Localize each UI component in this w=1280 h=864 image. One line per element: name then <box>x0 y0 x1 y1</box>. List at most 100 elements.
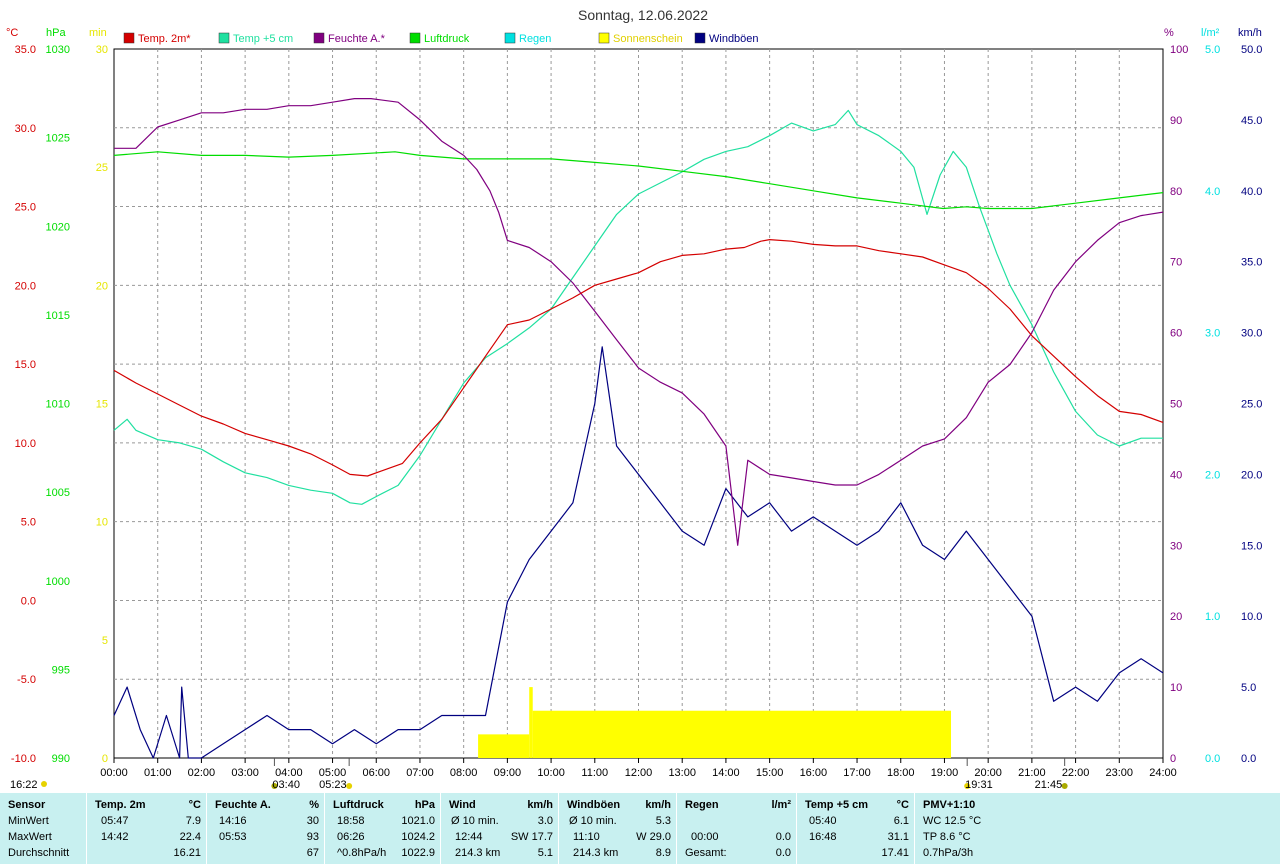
stats-header: Regen <box>685 799 719 811</box>
series-line <box>113 151 1164 210</box>
sunset-label: 19:31 <box>965 779 993 791</box>
time-tick-label: 11:00 <box>581 767 608 779</box>
rain-tick-label: 2.0 <box>1205 469 1220 481</box>
legend-swatch <box>123 32 135 44</box>
sun-tick-label: 10 <box>96 517 108 529</box>
stat-time: 06:26 <box>337 831 365 843</box>
time-tick-label: 14:00 <box>712 767 740 779</box>
stat-time: Ø 10 min. <box>451 815 499 827</box>
time-tick-label: 16:00 <box>800 767 828 779</box>
humidity-tick-label: 90 <box>1170 115 1182 127</box>
stat-value: 5.1 <box>537 847 553 859</box>
rain-unit: l/m² <box>1201 27 1220 39</box>
moonrise-label: 03:40 <box>272 779 300 791</box>
stats-unit: hPa <box>414 799 435 811</box>
pressure-tick-label: 1010 <box>46 399 70 411</box>
stats-col-wind: Wind km/h Ø 10 min. 3.0 12:44 SW 17.7 214.3… <box>440 793 559 864</box>
stats-header: Luftdruck <box>333 799 384 811</box>
legend: Temp. 2m* Temp +5 cm Feuchte A.* Luftdruck R… <box>123 32 759 45</box>
stat-value: 5.3 <box>655 815 671 827</box>
stats-col-rain: Regen l/m² 00:00 0.0 Gesamt: 0.0 <box>676 793 797 864</box>
astro-markers: 16:22 03:40 05:23 19:31 21:45 <box>10 758 1068 791</box>
wind-tick-label: 0.0 <box>1241 753 1256 765</box>
legend-label: Regen <box>519 33 551 45</box>
time-tick-label: 09:00 <box>494 767 522 779</box>
legend-label: Sonnenschein <box>613 33 683 45</box>
legend-swatch <box>218 32 230 44</box>
humidity-unit: % <box>1164 27 1174 39</box>
stat-value: 6.1 <box>893 815 909 827</box>
sun-tick-label: 15 <box>96 399 108 411</box>
stat-value: 67 <box>306 847 319 859</box>
stats-col-pressure: Luftdruck hPa 18:58 1021.0 06:26 1024.2 ^0.… <box>324 793 441 864</box>
stats-unit: °C <box>896 799 909 811</box>
time-tick-label: 17:00 <box>843 767 871 779</box>
legend-swatch <box>409 32 421 44</box>
stat-value: 0.7hPa/3h <box>923 847 974 859</box>
sunshine-bar <box>529 687 533 758</box>
wind-tick-label: 35.0 <box>1241 257 1262 269</box>
legend-swatch <box>313 32 325 44</box>
sunshine-bar <box>532 710 952 758</box>
stats-header: Temp +5 cm <box>805 799 869 811</box>
stats-col-pmv: PMV+1:10 WC 12.5 °C TP 8.6 °C 0.7hPa/3h <box>914 793 1280 864</box>
pressure-tick-label: 995 <box>52 664 70 676</box>
time-tick-label: 24:00 <box>1149 767 1177 779</box>
time-tick-label: 13:00 <box>668 767 696 779</box>
legend-label: Luftdruck <box>424 33 470 45</box>
stat-value: 22.4 <box>179 831 201 843</box>
stats-col-temp5cm: Temp +5 cm °C 05:40 6.1 16:48 31.1 17.41 <box>796 793 915 864</box>
astro-icon <box>964 783 971 789</box>
sun-unit: min <box>89 27 107 39</box>
time-tick-label: 15:00 <box>756 767 784 779</box>
pressure-unit: hPa <box>46 27 66 39</box>
time-tick-label: 04:00 <box>275 767 303 779</box>
stats-header: Temp. 2m <box>95 799 146 811</box>
legend-label: Temp +5 cm <box>233 33 293 45</box>
time-tick-label: 06:00 <box>362 767 390 779</box>
rain-tick-label: 3.0 <box>1205 328 1220 340</box>
time-tick-label: 08:00 <box>450 767 478 779</box>
rain-tick-label: 1.0 <box>1205 611 1220 623</box>
stat-value: 0.0 <box>775 847 791 859</box>
time-tick-label: 21:00 <box>1018 767 1046 779</box>
astro-icon <box>346 783 353 789</box>
stats-header: Wind <box>449 799 476 811</box>
axes: 35.0 30.0 25.0 20.0 15.0 10.0 5.0 0.0 -5.0 -10.0 1… <box>6 27 1262 779</box>
stat-time: 16:48 <box>809 831 837 843</box>
stat-time: 18:58 <box>337 815 365 827</box>
astro-icon <box>271 783 278 789</box>
stat-value: 93 <box>306 831 319 843</box>
weather-chart: Sonntag, 12.06.2022 Temp. 2m* Temp +5 cm F… <box>6 7 1262 791</box>
time-tick-label: 05:00 <box>319 767 347 779</box>
time-tick-label: 19:00 <box>931 767 959 779</box>
time-tick-label: 10:00 <box>537 767 565 779</box>
chart-title: Sonntag, 12.06.2022 <box>578 7 708 23</box>
stat-value: 8.9 <box>655 847 671 859</box>
humidity-tick-label: 100 <box>1170 44 1188 56</box>
time-tick-label: 03:00 <box>231 767 259 779</box>
temp-tick-label: 15.0 <box>15 359 36 371</box>
row-label: Durchschnitt <box>8 847 70 859</box>
legend-swatch <box>504 32 516 44</box>
grid <box>113 48 1164 759</box>
pressure-tick-label: 1030 <box>46 44 70 56</box>
sun-icon <box>41 781 47 787</box>
humidity-tick-label: 50 <box>1170 399 1182 411</box>
wind-tick-label: 50.0 <box>1241 44 1262 56</box>
stat-value: 1024.2 <box>401 831 435 843</box>
stats-header: PMV+1:10 <box>923 799 976 811</box>
time-tick-label: 22:00 <box>1062 767 1090 779</box>
series-line <box>113 239 1164 477</box>
stat-value: 0.0 <box>775 831 791 843</box>
stats-col-temp2m: Temp. 2m °C 05:47 7.9 14:42 22.4 16.21 <box>86 793 207 864</box>
stats-table: Sensor MinWert MaxWert Durchschnitt Temp… <box>0 793 1280 864</box>
stats-col-gusts: Windböen km/h Ø 10 min. 5.3 11:10 W 29.0 21… <box>558 793 677 864</box>
wind-tick-label: 15.0 <box>1241 540 1262 552</box>
sun-tick-label: 0 <box>102 753 108 765</box>
stat-value: 16.21 <box>173 847 201 859</box>
series-line <box>114 98 1164 546</box>
rain-tick-label: 0.0 <box>1205 753 1220 765</box>
stat-time: 11:10 <box>573 831 600 843</box>
stat-time: 14:16 <box>219 815 247 827</box>
